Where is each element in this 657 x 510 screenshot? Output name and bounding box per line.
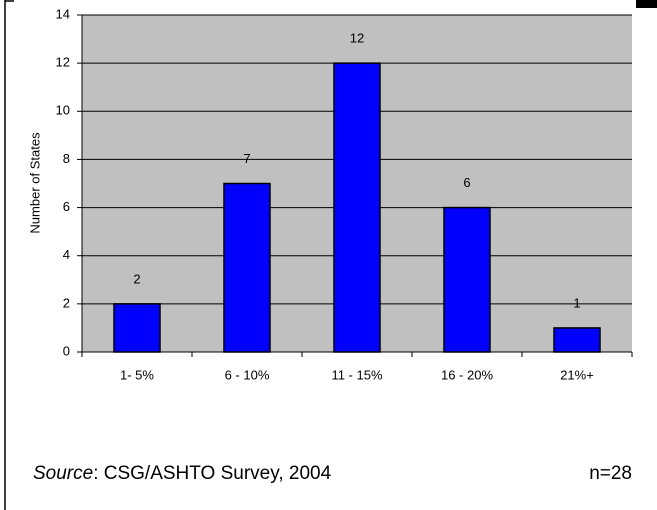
y-tick-label: 6: [63, 199, 70, 214]
x-tick-label: 21%+: [560, 367, 594, 382]
bar: [223, 182, 271, 353]
data-label: 12: [350, 31, 364, 46]
x-tick-label: 16 - 20%: [441, 367, 493, 382]
x-tick-label: 1- 5%: [120, 367, 154, 382]
y-tick-label: 12: [56, 55, 70, 70]
y-axis-label: Number of States: [27, 132, 42, 234]
data-label: 7: [243, 151, 250, 166]
bar: [443, 206, 491, 353]
y-tick-label: 14: [56, 6, 70, 21]
data-label: 1: [573, 295, 580, 310]
x-tick-label: 11 - 15%: [331, 367, 383, 382]
y-tick-label: 0: [63, 343, 70, 358]
y-tick-label: 8: [63, 151, 70, 166]
corner-mark: [636, 0, 657, 8]
data-label: 2: [133, 271, 140, 286]
y-tick-label: 2: [63, 295, 70, 310]
y-tick-label: 10: [56, 103, 70, 118]
y-tick-label: 4: [63, 247, 70, 262]
sample-size: n=28: [589, 463, 632, 484]
x-tick-label: 6 - 10%: [225, 367, 270, 382]
source-note: Source: CSG/ASHTO Survey, 2004: [33, 463, 332, 484]
data-label: 6: [463, 175, 470, 190]
source-label: Source: [33, 463, 93, 484]
bar: [113, 303, 161, 353]
source-text: : CSG/ASHTO Survey, 2004: [93, 463, 331, 484]
bar: [333, 62, 381, 353]
bar: [553, 327, 601, 353]
